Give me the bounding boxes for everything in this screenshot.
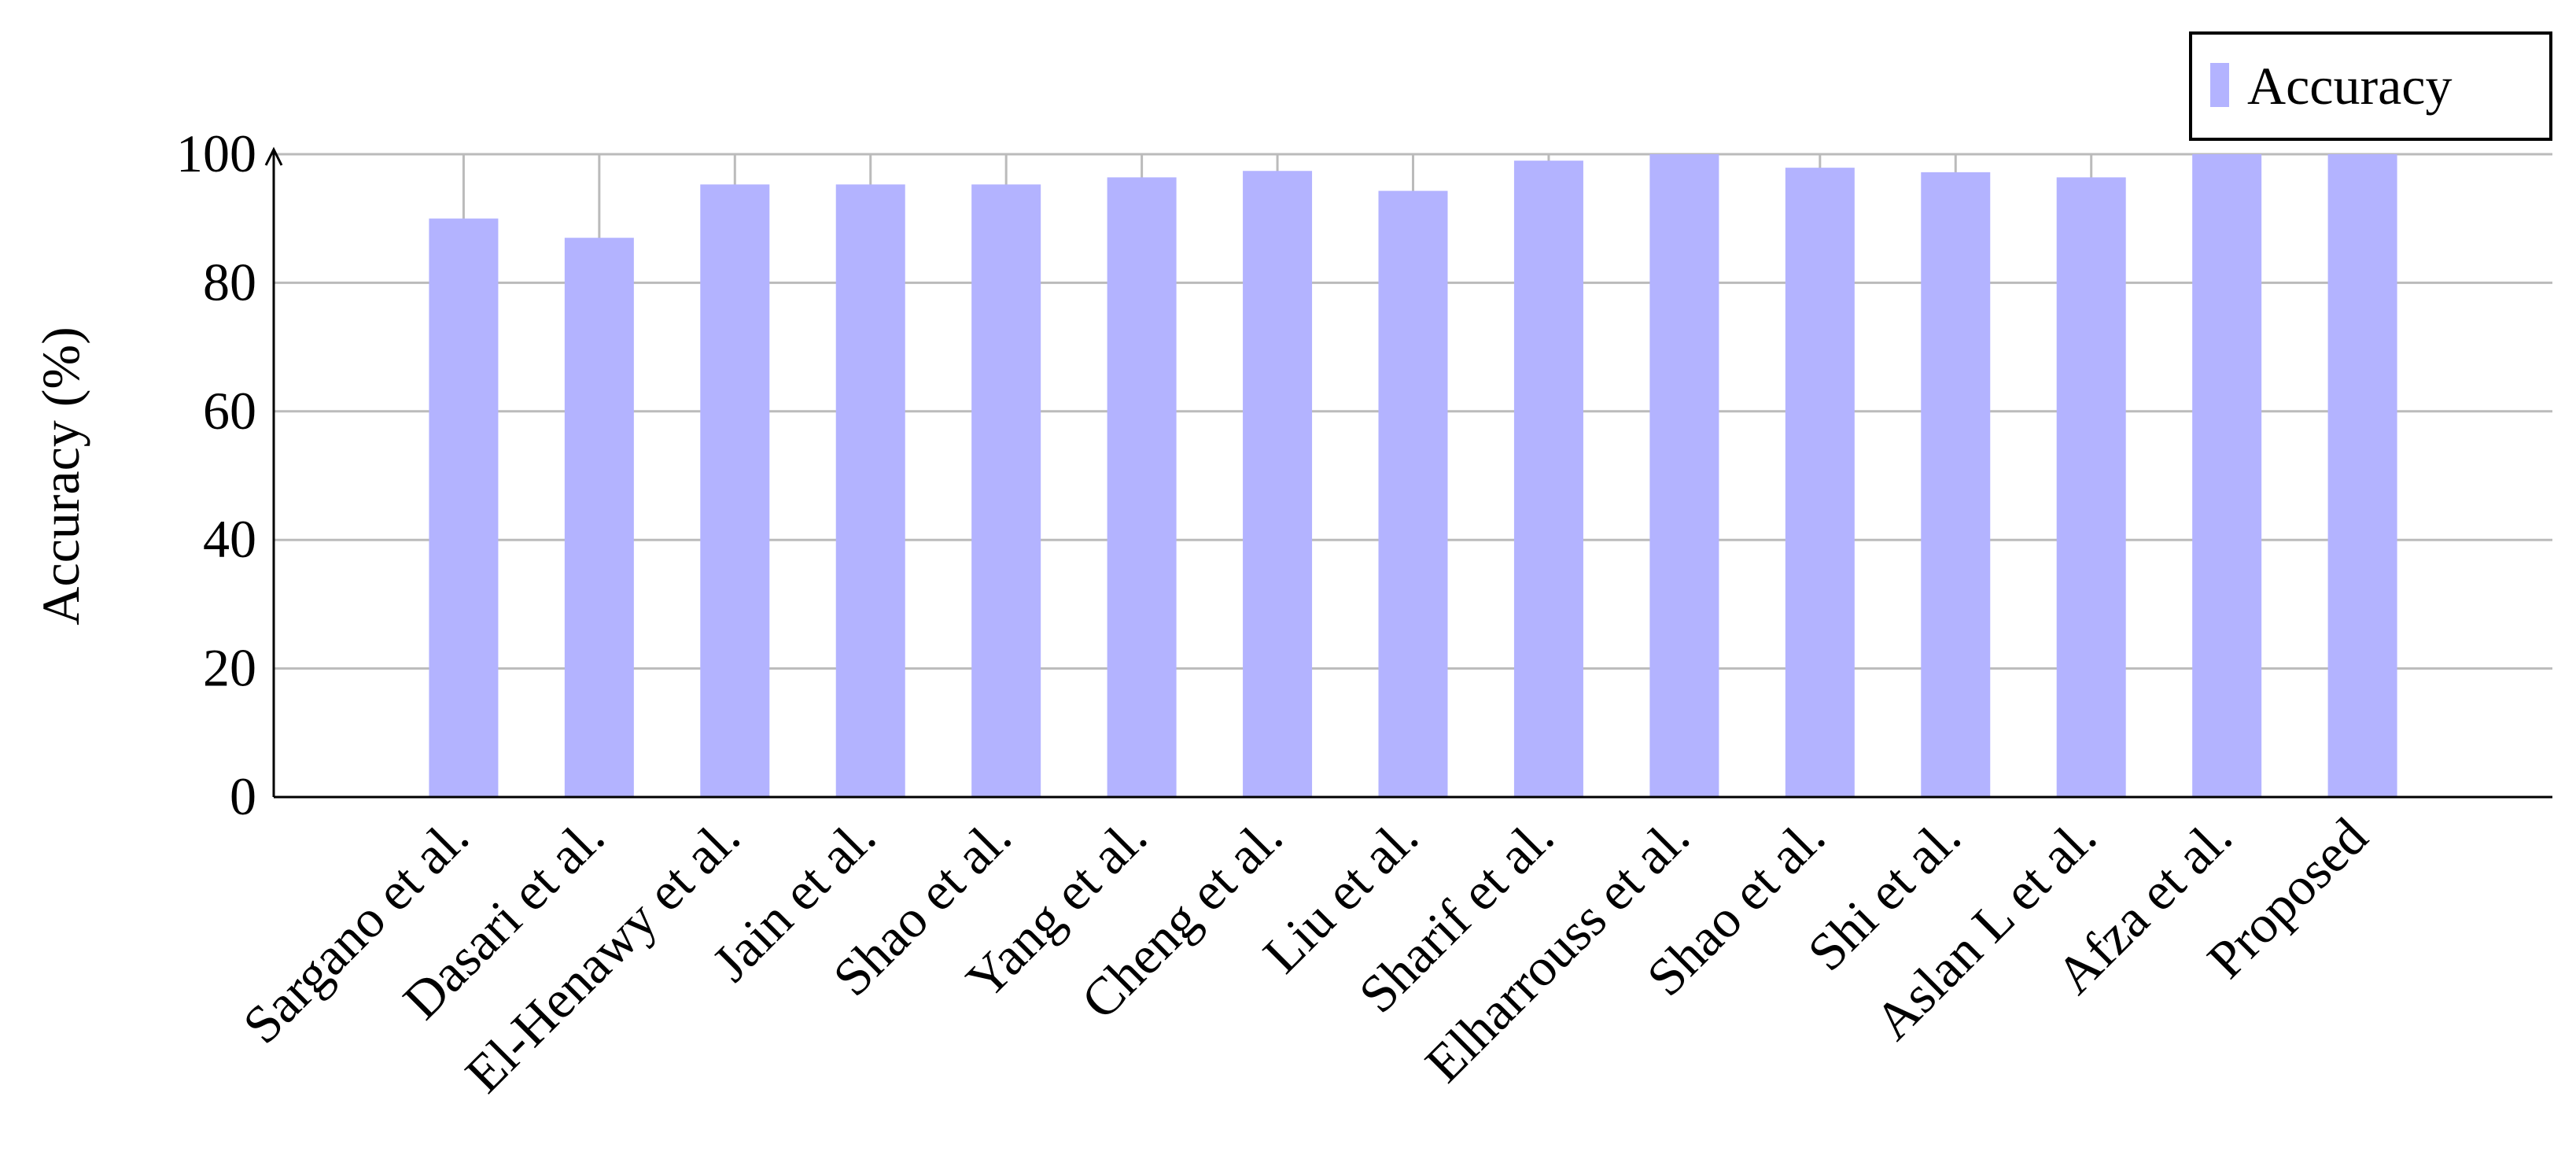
- y-tick-label: 40: [203, 509, 256, 569]
- bar: [1785, 168, 1855, 798]
- y-tick-label: 20: [203, 638, 256, 698]
- bar: [1513, 161, 1583, 798]
- y-axis-label: Accuracy (%): [31, 327, 90, 625]
- bar: [971, 184, 1041, 798]
- legend-label: Accuracy: [2247, 56, 2452, 116]
- bar: [835, 184, 905, 798]
- y-tick-label: 60: [203, 381, 256, 441]
- y-tick-label: 80: [203, 252, 256, 312]
- bar: [1649, 154, 1719, 797]
- legend-swatch: [2210, 63, 2229, 107]
- bar: [2056, 177, 2126, 798]
- bar: [1243, 171, 1313, 797]
- bar: [564, 238, 634, 798]
- bar: [2192, 154, 2262, 797]
- bar: [2327, 154, 2397, 797]
- y-tick-label: 100: [176, 124, 256, 183]
- bar: [429, 218, 499, 797]
- bar: [1378, 190, 1448, 798]
- bar: [1107, 177, 1177, 798]
- y-tick-label: 0: [230, 766, 256, 826]
- legend-box: [2189, 31, 2552, 141]
- y-axis-arrow: [264, 146, 283, 166]
- bar: [700, 184, 770, 798]
- bar: [1921, 172, 1991, 798]
